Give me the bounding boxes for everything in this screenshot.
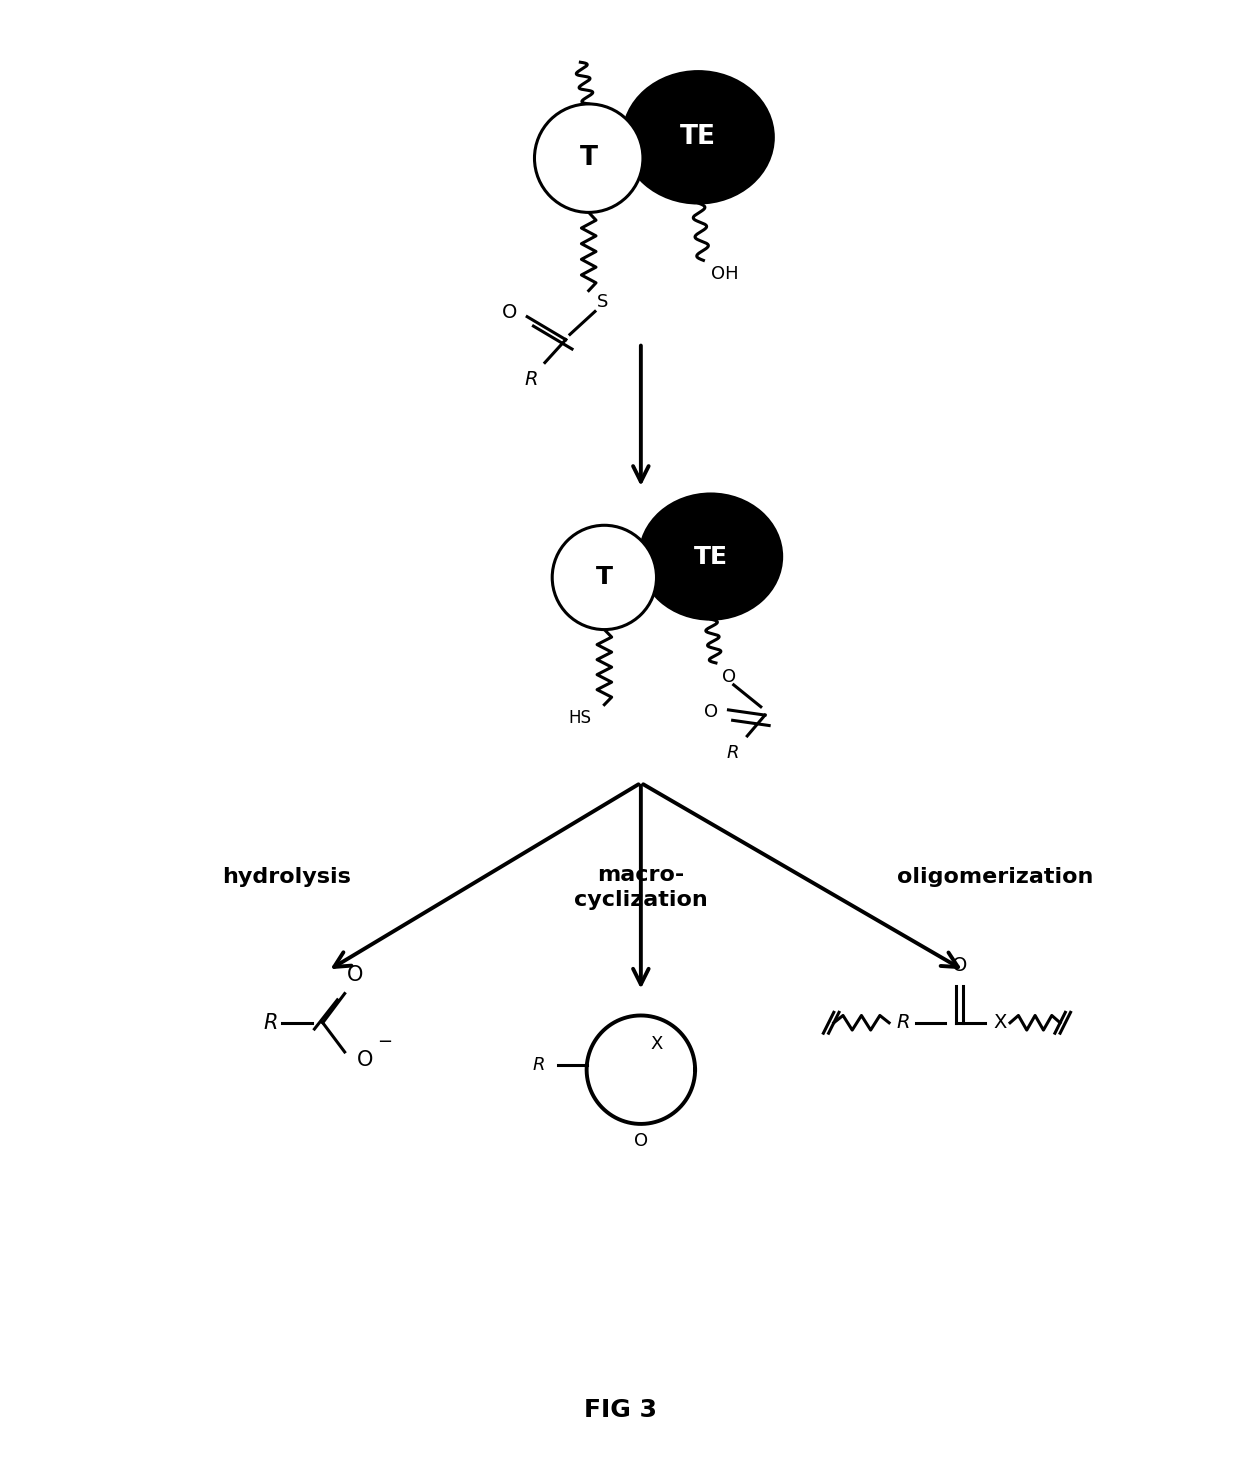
Circle shape: [534, 105, 644, 212]
Text: FIG 3: FIG 3: [584, 1397, 656, 1422]
Ellipse shape: [624, 72, 774, 203]
Text: R: R: [525, 370, 538, 389]
Circle shape: [552, 525, 656, 629]
Text: O: O: [703, 703, 718, 721]
Text: T: T: [580, 144, 598, 171]
Text: OH: OH: [711, 264, 738, 283]
Text: O: O: [502, 304, 517, 321]
Text: O: O: [723, 668, 737, 687]
Text: oligomerization: oligomerization: [898, 867, 1094, 887]
Text: TE: TE: [693, 544, 728, 569]
Ellipse shape: [640, 494, 781, 619]
Text: HS: HS: [569, 709, 591, 727]
Text: R: R: [897, 1013, 910, 1032]
Text: T: T: [596, 566, 613, 590]
Text: macro-
cyclization: macro- cyclization: [574, 865, 708, 909]
Text: −: −: [377, 1033, 392, 1051]
Text: X: X: [650, 1035, 662, 1052]
Text: R: R: [263, 1013, 278, 1033]
Text: R: R: [533, 1055, 546, 1075]
Text: O: O: [952, 955, 967, 974]
Text: X: X: [993, 1013, 1007, 1032]
Text: TE: TE: [681, 124, 717, 150]
Text: O: O: [347, 965, 363, 985]
Text: S: S: [596, 293, 609, 311]
Text: O: O: [634, 1132, 649, 1150]
Text: R: R: [727, 744, 739, 762]
Text: O: O: [357, 1051, 373, 1070]
Text: hydrolysis: hydrolysis: [222, 867, 351, 887]
